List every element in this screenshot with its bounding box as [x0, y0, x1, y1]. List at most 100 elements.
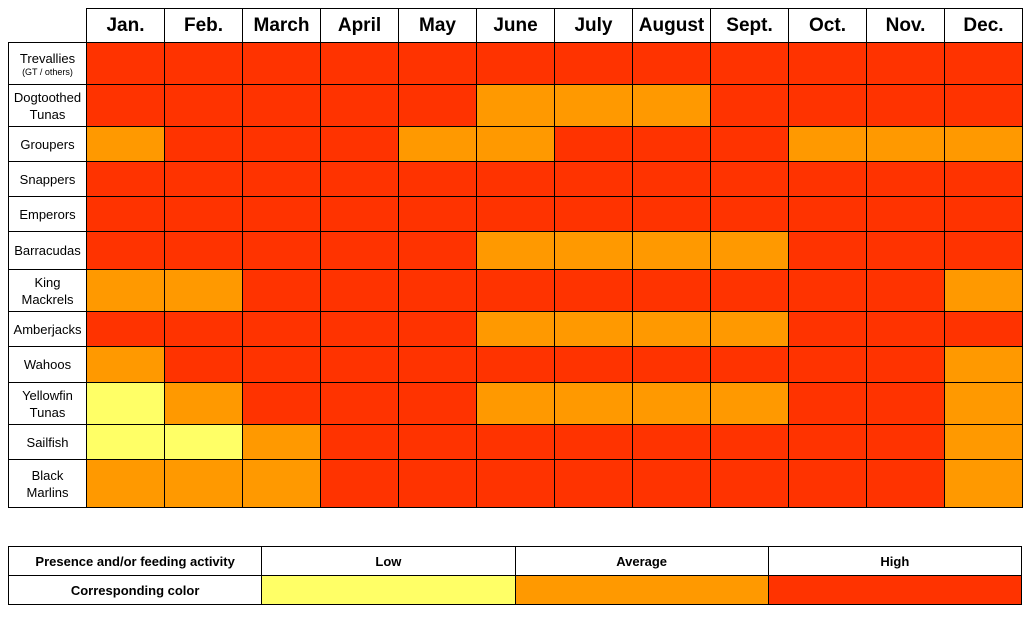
species-name: Amberjacks: [13, 321, 82, 337]
heatmap-cell: [788, 161, 867, 197]
heatmap-cell: [632, 84, 711, 127]
heatmap-cell: [554, 161, 633, 197]
heatmap-cell: [320, 311, 399, 347]
activity-heatmap: Jan. Feb. March April May June July August Sept.…: [8, 8, 1023, 508]
table-row: Groupers: [8, 126, 1023, 162]
heatmap-cell: [944, 346, 1023, 383]
heatmap-cell: [866, 196, 945, 232]
heatmap-cell: [398, 424, 477, 460]
heatmap-cell: [242, 382, 321, 425]
heatmap-cell: [476, 42, 555, 85]
heatmap-cell: [788, 311, 867, 347]
species-name: Groupers: [20, 136, 75, 152]
heatmap-cell: [242, 161, 321, 197]
heatmap-cell: [320, 84, 399, 127]
species-name: Sailfish: [26, 434, 69, 450]
heatmap-cell: [944, 424, 1023, 460]
heatmap-body: Trevallies (GT / others) Dogtoothed Tunas G…: [8, 42, 1023, 508]
species-name: Wahoos: [23, 357, 72, 372]
heatmap-cell: [554, 382, 633, 425]
heatmap-cell: [320, 269, 399, 312]
heatmap-cell: [632, 382, 711, 425]
heatmap-cell: [476, 84, 555, 127]
heatmap-cell: [866, 311, 945, 347]
heatmap-cell: [554, 459, 633, 508]
heatmap-cell: [788, 346, 867, 383]
heatmap-cell: [944, 196, 1023, 232]
species-label: Black Marlins: [8, 459, 87, 508]
heatmap-cell: [86, 382, 165, 425]
heatmap-cell: [944, 269, 1023, 312]
legend-swatch-low: [261, 575, 516, 605]
heatmap-cell: [710, 346, 789, 383]
month-header: July: [554, 8, 633, 43]
table-row: Dogtoothed Tunas: [8, 84, 1023, 127]
heatmap-cell: [86, 424, 165, 460]
heatmap-cell: [632, 269, 711, 312]
heatmap-cell: [164, 126, 243, 162]
heatmap-cell: [320, 196, 399, 232]
heatmap-cell: [632, 346, 711, 383]
heatmap-cell: [866, 424, 945, 460]
heatmap-cell: [554, 42, 633, 85]
legend-level-average: Average: [514, 546, 769, 576]
month-header: June: [476, 8, 555, 43]
month-header: Feb.: [164, 8, 243, 43]
heatmap-cell: [710, 196, 789, 232]
heatmap-cell: [86, 196, 165, 232]
heatmap-cell: [164, 196, 243, 232]
species-label: Emperors: [8, 196, 87, 232]
legend-label-row: Presence and/or feeding activity Low Ave…: [7, 546, 1023, 576]
heatmap-cell: [866, 346, 945, 383]
heatmap-cell: [944, 42, 1023, 85]
species-name: Trevallies: [19, 50, 76, 66]
heatmap-cell: [398, 269, 477, 312]
legend-level-low: Low: [261, 546, 516, 576]
legend-swatch-average: [514, 575, 769, 605]
heatmap-cell: [242, 42, 321, 85]
heatmap-cell: [788, 269, 867, 312]
legend-header: Presence and/or feeding activity: [7, 546, 263, 576]
heatmap-cell: [554, 231, 633, 270]
heatmap-cell: [944, 231, 1023, 270]
heatmap-cell: [476, 382, 555, 425]
heatmap-cell: [320, 459, 399, 508]
heatmap-cell: [476, 126, 555, 162]
heatmap-cell: [398, 161, 477, 197]
heatmap-cell: [554, 311, 633, 347]
heatmap-cell: [632, 459, 711, 508]
heatmap-cell: [476, 161, 555, 197]
month-header: Sept.: [710, 8, 789, 43]
heatmap-cell: [554, 126, 633, 162]
heatmap-cell: [866, 459, 945, 508]
heatmap-cell: [710, 459, 789, 508]
heatmap-cell: [632, 424, 711, 460]
heatmap-cell: [242, 84, 321, 127]
heatmap-cell: [164, 42, 243, 85]
heatmap-cell: [164, 346, 243, 383]
heatmap-cell: [866, 84, 945, 127]
heatmap-cell: [476, 196, 555, 232]
heatmap-cell: [632, 196, 711, 232]
species-name: Dogtoothed Tunas: [13, 89, 82, 122]
month-header: Jan.: [86, 8, 165, 43]
heatmap-cell: [242, 231, 321, 270]
heatmap-cell: [476, 311, 555, 347]
table-row: Emperors: [8, 196, 1023, 232]
legend-color-row: Corresponding color: [7, 575, 1023, 605]
heatmap-cell: [320, 231, 399, 270]
heatmap-cell: [242, 269, 321, 312]
month-header-row: Jan. Feb. March April May June July August Sept.…: [8, 8, 1023, 43]
species-name: Yellowfin Tunas: [22, 387, 73, 420]
heatmap-cell: [398, 126, 477, 162]
heatmap-cell: [710, 424, 789, 460]
heatmap-cell: [710, 311, 789, 347]
heatmap-cell: [632, 161, 711, 197]
heatmap-cell: [86, 84, 165, 127]
heatmap-cell: [398, 196, 477, 232]
corner-cell: [8, 8, 87, 43]
heatmap-cell: [164, 311, 243, 347]
legend-table: Presence and/or feeding activity Low Ave…: [7, 546, 1023, 605]
species-label: Snappers: [8, 161, 87, 197]
species-label: Yellowfin Tunas: [8, 382, 87, 425]
